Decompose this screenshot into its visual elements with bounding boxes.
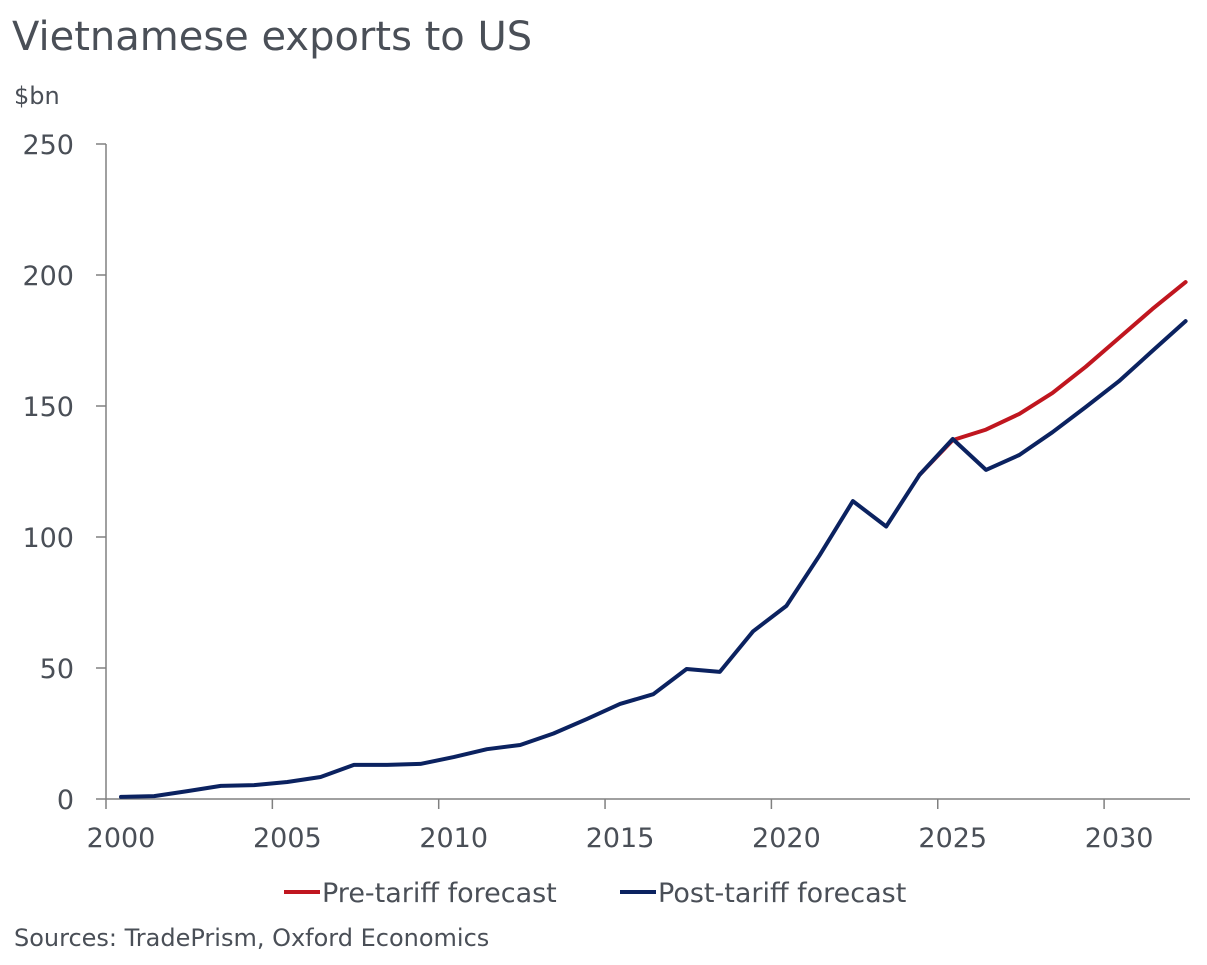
y-tick-label: 100 (22, 523, 74, 554)
x-tick-label: 2000 (87, 823, 156, 854)
legend-label: Post-tariff forecast (658, 878, 906, 909)
source-note: Sources: TradePrism, Oxford Economics (14, 924, 490, 952)
x-tick-label: 2015 (586, 823, 655, 854)
x-tick-label: 2020 (752, 823, 821, 854)
x-tick-label: 2010 (419, 823, 488, 854)
y-tick-label: 150 (22, 392, 74, 423)
y-tick-label: 200 (22, 261, 74, 292)
y-tick-label: 0 (57, 785, 74, 816)
y-tick-label: 50 (40, 654, 74, 685)
x-tick-label: 2005 (253, 823, 322, 854)
y-tick-label: 250 (22, 130, 74, 161)
y-axis-unit-label: $bn (14, 82, 60, 110)
x-tick-label: 2025 (918, 823, 987, 854)
legend-label: Pre-tariff forecast (322, 878, 557, 909)
chart-title: Vietnamese exports to US (12, 14, 533, 60)
x-tick-label: 2030 (1085, 823, 1154, 854)
series-line-post-tariff (119, 319, 1188, 799)
